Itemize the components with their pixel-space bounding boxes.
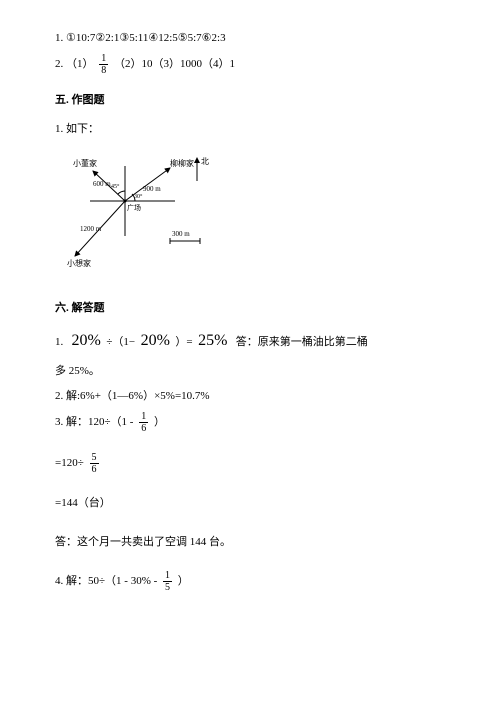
q1-pre: 1. [55, 336, 63, 348]
q3-step-pre: =120÷ [55, 457, 84, 469]
q3-result: =144（台） [55, 493, 445, 514]
section-5-item-1: 1. 如下： [55, 119, 445, 140]
frac-num: 1 [99, 53, 108, 65]
section-5-title: 五. 作图题 [55, 90, 445, 111]
label-center: 广场 [127, 203, 141, 212]
a2-pre: 2. （1） [55, 58, 94, 70]
frac-den: 5 [163, 582, 172, 593]
section-6-title: 六. 解答题 [55, 298, 445, 319]
q1-mid2: ）= [175, 336, 192, 348]
q2-line: 2. 解:6%+（1—6%）×5%=10.7% [55, 386, 445, 407]
label-1200m: 1200 m [80, 225, 102, 233]
frac-num: 5 [90, 452, 99, 464]
q1-20b: 20% [141, 332, 170, 349]
fraction-5-6: 5 6 [90, 452, 99, 475]
q1-line: 1. 20% ÷（1− 20% ）= 25% 答：原来第一桶油比第二桶 [55, 326, 445, 356]
q3-ans: 答：这个月一共卖出了空调 144 台。 [55, 532, 445, 553]
label-xiaoxiang: 小想家 [67, 258, 91, 268]
diagram-container: 小董家 柳柳家 北 600 m 900 m 1200 m 45° 30° 广场 … [55, 146, 445, 284]
a2-post: （2）10（3）1000（4）1 [114, 58, 235, 70]
label-north: 北 [201, 157, 209, 166]
label-xiaodong: 小董家 [73, 158, 97, 168]
frac-den: 6 [139, 423, 148, 434]
frac-num: 1 [139, 411, 148, 423]
fraction-1-6: 1 6 [139, 411, 148, 434]
label-300m: 300 m [172, 230, 190, 238]
label-900m: 900 m [143, 185, 161, 193]
diagram-svg: 小董家 柳柳家 北 600 m 900 m 1200 m 45° 30° 广场 … [55, 146, 225, 276]
q3-line: 3. 解：120÷（1 - 1 6 ） [55, 411, 445, 434]
q3-step: =120÷ 5 6 [55, 452, 445, 475]
q4-pre: 4. 解：50÷（1 - 30% - [55, 575, 157, 587]
frac-den: 8 [99, 65, 108, 76]
q1-ans: 答：原来第一桶油比第二桶 [236, 336, 368, 348]
q1-20a: 20% [72, 332, 101, 349]
frac-den: 6 [90, 464, 99, 475]
q3-pre: 3. 解：120÷（1 - [55, 416, 133, 428]
label-30deg: 30° [134, 193, 143, 200]
fraction-1-5: 1 5 [163, 570, 172, 593]
label-600m: 600 m [93, 180, 111, 188]
q1-mid1: ÷（1− [106, 336, 135, 348]
q1-tail: 多 25%。 [55, 361, 445, 382]
label-liuliu: 柳柳家 [170, 158, 194, 168]
q4-post: ） [178, 575, 189, 587]
label-45deg: 45° [111, 183, 120, 190]
answer-line-2: 2. （1） 1 8 （2）10（3）1000（4）1 [55, 53, 445, 76]
q1-25: 25% [198, 332, 227, 349]
q4-line: 4. 解：50÷（1 - 30% - 1 5 ） [55, 570, 445, 593]
fraction-1-8: 1 8 [99, 53, 108, 76]
frac-num: 1 [163, 570, 172, 582]
q3-post: ） [154, 416, 165, 428]
answer-line-1: 1. ①10:7②2:1③5:11④12:5⑤5:7⑥2:3 [55, 28, 445, 49]
